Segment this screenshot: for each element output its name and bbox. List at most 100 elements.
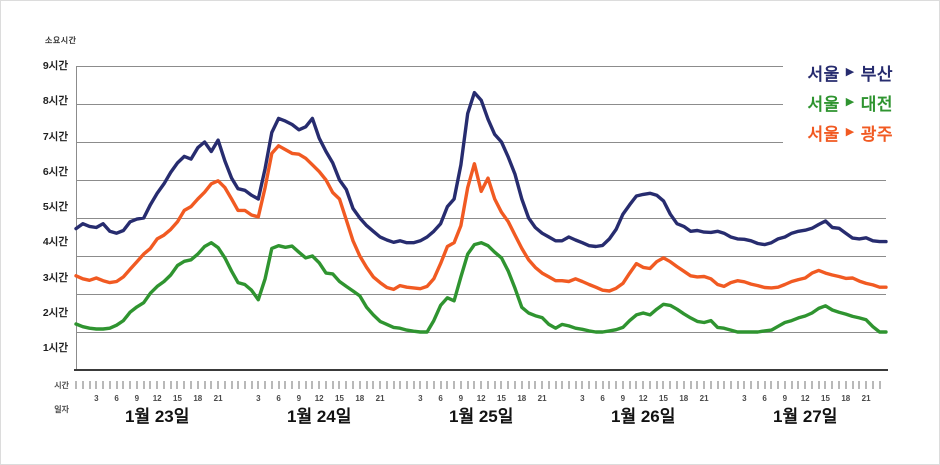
hour-tick [709,381,712,389]
hour-tick [865,381,868,389]
hour-tick [567,381,570,389]
hour-tick [716,381,719,389]
series-line-2 [74,144,888,293]
hour-tick [844,381,847,389]
y-axis-label: 8시간 [42,95,68,108]
hour-label: 3 [256,394,261,403]
hour-tick [777,381,780,389]
hour-tick [108,381,111,389]
hour-tick [770,381,773,389]
hour-tick [689,381,692,389]
hour-tick [183,381,186,389]
hour-tick [581,381,584,389]
hour-label: 21 [213,394,223,403]
hour-tick [703,381,706,389]
hour-tick [81,381,84,389]
hour-tick [277,381,280,389]
hour-tick [493,381,496,389]
hour-tick [324,381,327,389]
hour-tick [763,381,766,389]
legend-from-label: 서울 [807,64,840,84]
x-axis-line [74,369,888,371]
hour-label: 3 [418,394,423,403]
hour-label: 9 [134,394,140,403]
hour-label: 12 [800,394,810,403]
hour-label: 21 [861,394,871,403]
hour-label: 12 [152,394,162,403]
hour-tick [824,381,827,389]
hour-label: 18 [193,394,203,403]
gridline [76,104,783,105]
arrow-right-icon: ▶ [845,65,855,78]
hour-label: 15 [335,394,344,403]
hour-tick [480,381,483,389]
day-label: 1월 25일 [449,407,514,426]
hour-tick [466,381,469,389]
hour-tick [405,381,408,389]
gridline [76,294,886,295]
hour-tick [871,381,874,389]
hour-tick [135,381,138,389]
hour-tick [169,381,172,389]
hour-label: 21 [537,394,547,403]
hour-tick [790,381,793,389]
hour-tick [142,381,145,389]
gridline [76,218,886,219]
hour-tick [858,381,861,389]
hour-tick [304,381,307,389]
hour-tick [203,381,206,389]
hour-label: 15 [659,394,668,403]
hour-tick [392,381,395,389]
hour-tick [190,381,193,389]
hour-label: 18 [679,394,689,403]
hour-tick [338,381,341,389]
gridline [76,142,783,143]
hour-tick [608,381,611,389]
hour-tick [149,381,152,389]
hour-tick [230,381,233,389]
hour-tick [88,381,91,389]
hour-label: 6 [276,394,281,403]
hour-tick [723,381,725,389]
arrow-right-icon: ▶ [845,125,855,138]
hour-tick [95,381,98,389]
hour-tick [628,381,631,389]
hour-label: 12 [476,394,486,403]
gridline [76,180,886,181]
hour-label: 3 [94,394,99,403]
hour-tick [676,381,679,389]
series-line-0 [74,90,888,249]
hour-tick [446,381,449,389]
hour-tick [736,381,739,389]
hour-tick [561,381,563,389]
hour-tick [426,381,429,389]
hour-label: 9 [458,394,464,403]
hour-tick [399,381,401,389]
hour-tick [372,381,375,389]
hour-tick [176,381,179,389]
hour-tick [756,381,759,389]
x-axis-date-label: 일자 [54,405,69,414]
hour-label: 21 [375,394,385,403]
day-label: 1월 27일 [773,407,838,426]
hour-tick [621,381,624,389]
y-axis-title: 소요시간 [45,36,77,45]
y-axis-label: 4시간 [42,236,68,249]
plot-lines [74,90,888,334]
hour-tick [810,381,813,389]
y-axis-label: 9시간 [42,60,68,72]
hour-tick [453,381,456,389]
hour-tick [838,381,841,389]
hour-tick [615,381,618,389]
legend-to-label: 대전 [860,94,893,114]
hour-tick [594,381,597,389]
legend: 서울 ▶ 부산 서울 ▶ 대전 서울 ▶ 광주 [807,57,893,147]
day-label: 1월 23일 [125,407,190,426]
hour-tick [379,381,382,389]
hour-tick [75,381,77,389]
y-axis-label: 3시간 [42,271,68,284]
hour-label: 18 [355,394,365,403]
hour-tick [696,381,699,389]
hour-tick [318,381,321,389]
hour-tick [115,381,118,389]
